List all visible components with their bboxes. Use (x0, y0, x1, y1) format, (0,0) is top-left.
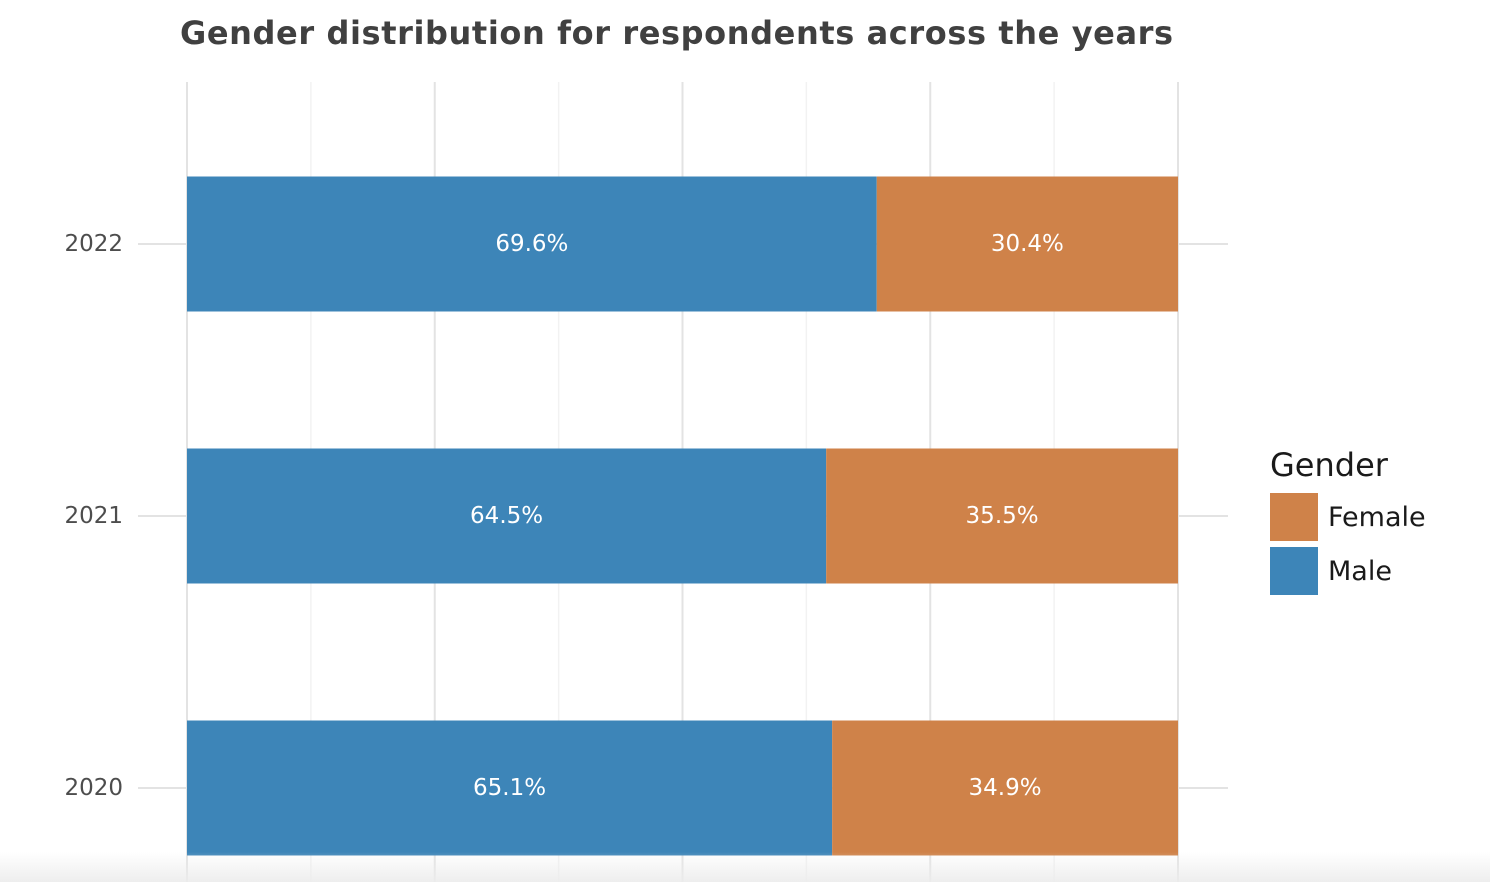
legend-item-male: Male (1270, 544, 1426, 598)
data-label-male-2020: 65.1% (473, 775, 546, 801)
bar-male-2022 (187, 176, 877, 312)
bar-female-2022 (876, 176, 1178, 312)
data-label-male-2021: 64.5% (470, 503, 543, 529)
legend-swatch-male (1270, 547, 1318, 595)
chart-title: Gender distribution for respondents acro… (180, 14, 1174, 52)
data-label-female-2022: 30.4% (991, 231, 1064, 257)
legend-title: Gender (1270, 446, 1388, 484)
bar-female-2021 (826, 448, 1178, 584)
bottom-fade (0, 852, 1490, 882)
data-label-female-2021: 35.5% (966, 503, 1039, 529)
data-label-male-2022: 69.6% (495, 231, 568, 257)
legend-swatch-female (1270, 493, 1318, 541)
legend-label-female: Female (1328, 501, 1426, 533)
legend: Gender Female Male (1270, 446, 1426, 598)
y-tick-label-2020: 2020 (64, 775, 123, 801)
bar-male-2021 (187, 448, 827, 584)
legend-label-male: Male (1328, 555, 1392, 587)
bar-female-2020 (832, 720, 1178, 856)
data-label-female-2020: 34.9% (969, 775, 1042, 801)
y-tick-label-2021: 2021 (64, 503, 123, 529)
bar-male-2020 (187, 720, 833, 856)
y-tick-label-2022: 2022 (64, 231, 123, 257)
legend-item-female: Female (1270, 490, 1426, 544)
